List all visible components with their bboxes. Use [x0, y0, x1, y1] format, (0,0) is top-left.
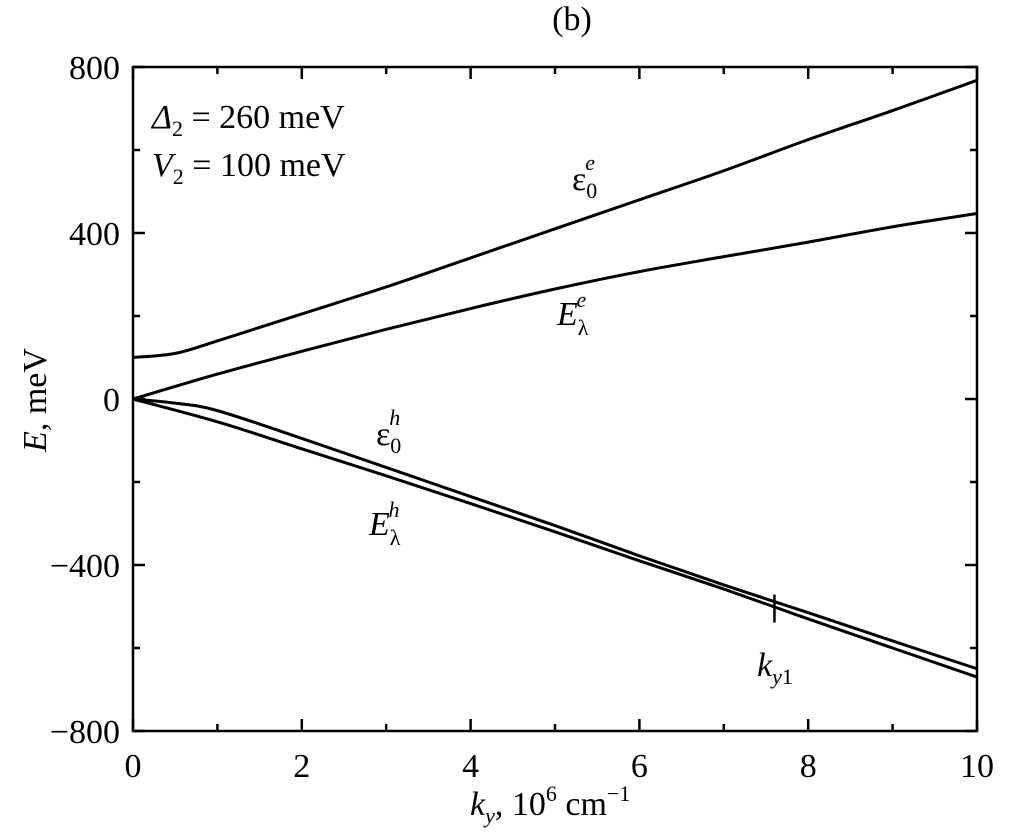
- series-line-0: [132, 78, 978, 359]
- x-tick-label: 6: [631, 748, 648, 785]
- y-tick-labels: −800 −400 0 400 800: [50, 50, 120, 751]
- x-tick-label: 4: [462, 748, 479, 785]
- series-line-2: [132, 397, 978, 671]
- x-axis-label: ky, 106 cm−1: [470, 781, 630, 828]
- x-tick-label: 0: [125, 748, 142, 785]
- y-axis-label: E, meV: [17, 348, 54, 453]
- series-line-1: [132, 212, 978, 401]
- x-tick-label: 8: [800, 748, 817, 785]
- y-tick-label: 400: [69, 216, 120, 253]
- x-tick-labels: 0 2 4 6 8 10: [125, 748, 995, 785]
- label-elambda-h: Eλh: [368, 497, 401, 550]
- y-tick-label: 800: [69, 50, 120, 87]
- y-tick-label: −400: [50, 548, 120, 585]
- ky1-label: ky1: [757, 647, 793, 689]
- panel-label: (b): [552, 1, 592, 38]
- label-eps0h: ε0h: [376, 405, 401, 458]
- v2-annotation: V2 = 100 meV: [152, 147, 346, 189]
- x-tick-label: 2: [293, 748, 310, 785]
- y-tick-label: −800: [50, 714, 120, 751]
- axis-ticks: [131, 65, 979, 733]
- series-line-3: [132, 397, 978, 679]
- label-eps0e: ε0e: [572, 150, 597, 203]
- label-elambda-e: Eλe: [556, 287, 589, 340]
- curves: [132, 78, 978, 679]
- y-tick-label: 0: [103, 382, 120, 419]
- x-tick-label: 10: [960, 748, 994, 785]
- delta-annotation: Δ2 = 260 meV: [150, 99, 345, 141]
